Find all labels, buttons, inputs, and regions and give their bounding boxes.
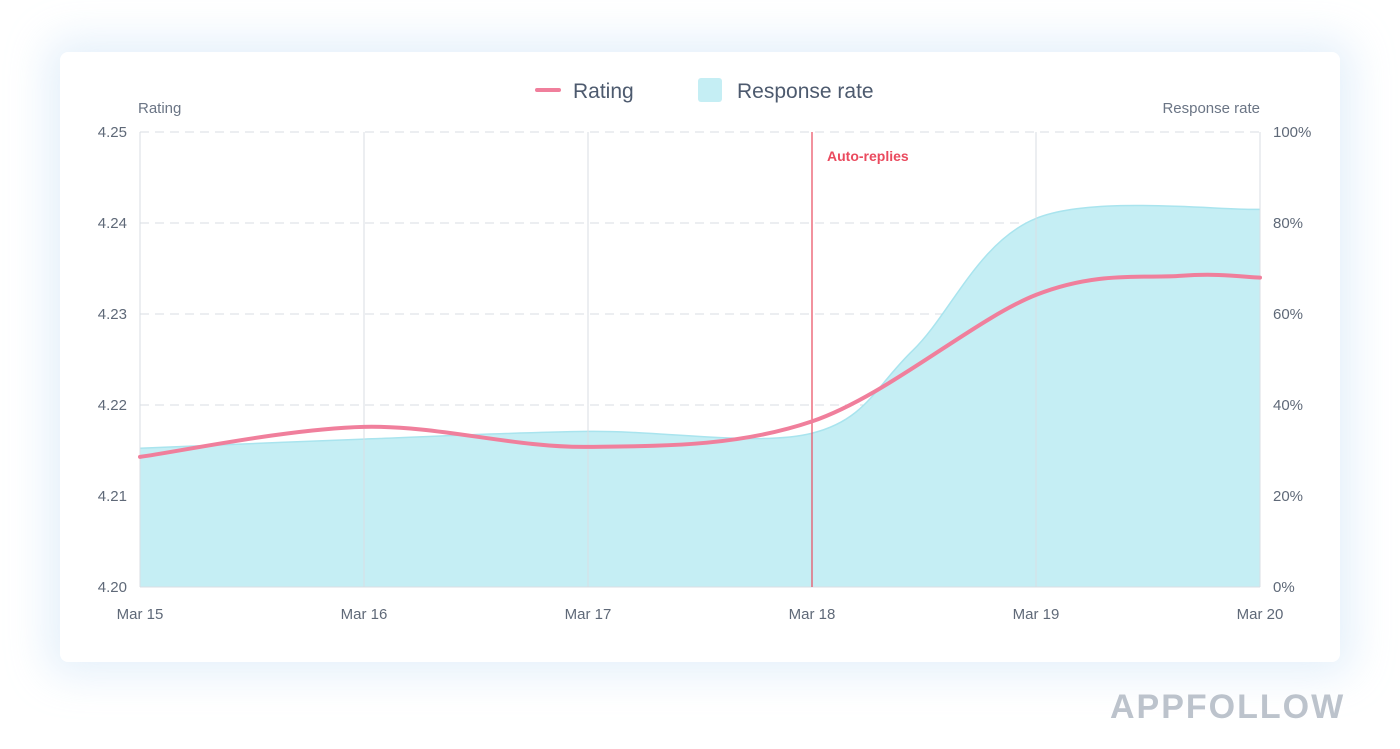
- response-rate-area: [140, 205, 1260, 587]
- chart: Auto-replies Rating Response rate 4.20 4.21 4…: [98, 78, 1311, 623]
- right-tick-label: 60%: [1273, 306, 1303, 323]
- left-tick-label: 4.22: [98, 397, 127, 414]
- legend-response-rate-swatch: [698, 78, 722, 102]
- left-tick-label: 4.20: [98, 579, 127, 596]
- right-tick-label: 20%: [1273, 488, 1303, 505]
- left-tick-label: 4.25: [98, 124, 127, 141]
- x-tick-label: Mar 16: [341, 606, 388, 623]
- right-tick-label: 100%: [1273, 124, 1311, 141]
- auto-replies-label: Auto-replies: [827, 148, 909, 164]
- right-tick-label: 80%: [1273, 215, 1303, 232]
- right-tick-label: 40%: [1273, 397, 1303, 414]
- legend-rating-label: Rating: [573, 80, 634, 103]
- x-tick-label: Mar 19: [1013, 606, 1060, 623]
- right-axis-title: Response rate: [1162, 100, 1260, 117]
- x-tick-label: Mar 18: [789, 606, 836, 623]
- rating-line: [138, 272, 1262, 459]
- x-tick-label: Mar 17: [565, 606, 612, 623]
- chart-card: Auto-replies Rating Response rate 4.20 4.21 4…: [60, 52, 1340, 662]
- left-tick-label: 4.21: [98, 488, 127, 505]
- brand-logo: APPFOLLOW: [1110, 688, 1346, 726]
- x-tick-label: Mar 15: [117, 606, 164, 623]
- left-axis-title: Rating: [138, 100, 181, 117]
- left-tick-label: 4.24: [98, 215, 127, 232]
- right-tick-label: 0%: [1273, 579, 1295, 596]
- left-tick-label: 4.23: [98, 306, 127, 323]
- x-tick-label: Mar 20: [1237, 606, 1284, 623]
- legend-response-rate-label: Response rate: [737, 80, 874, 103]
